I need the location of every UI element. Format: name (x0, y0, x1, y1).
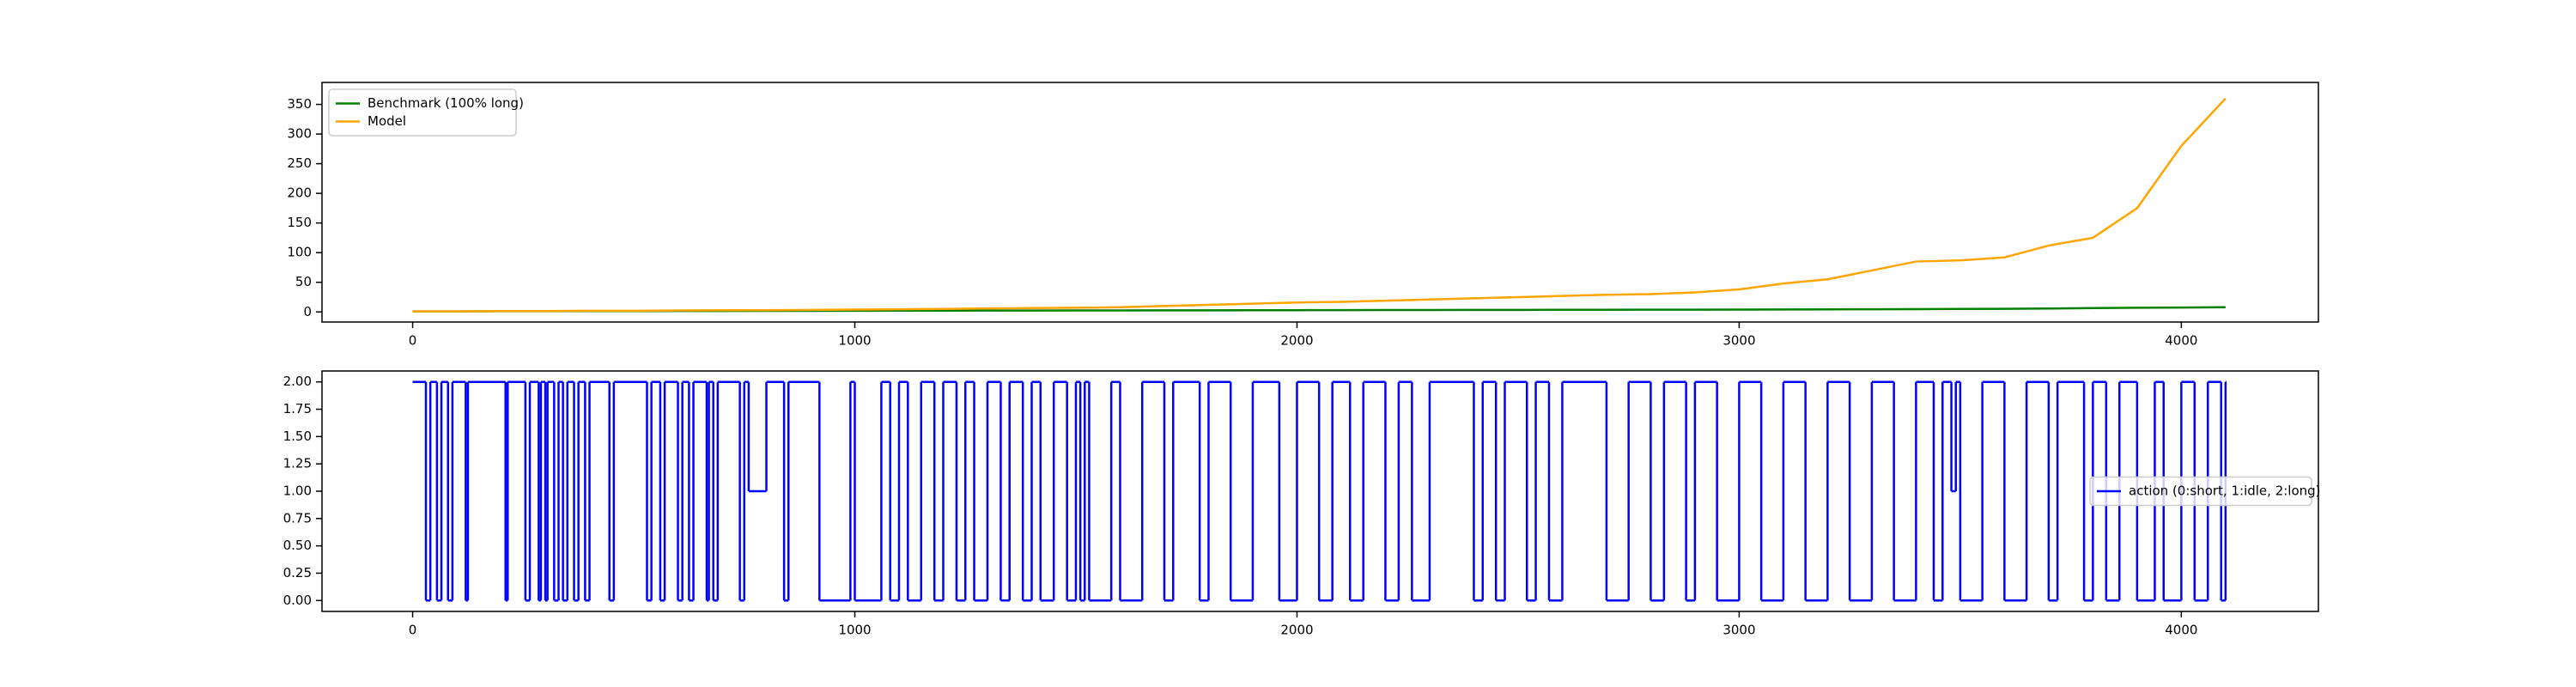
legend-label: Model (368, 113, 406, 129)
x-tick-label: 3000 (1722, 333, 1755, 349)
y-tick-label: 0.50 (283, 538, 312, 553)
y-tick-label: 0.75 (283, 510, 312, 526)
x-tick-label: 4000 (2165, 623, 2197, 638)
legend-label: Benchmark (100% long) (368, 95, 524, 111)
x-tick-label: 2000 (1280, 333, 1313, 349)
legend-box (2089, 476, 2312, 507)
line (412, 97, 2227, 313)
axes-frame (321, 370, 2319, 612)
x-tick-label: 2000 (1280, 623, 1313, 638)
y-tick-label: 350 (287, 96, 312, 112)
y-tick-label: 250 (287, 155, 312, 171)
legend-box (328, 88, 517, 137)
x-tick-label: 4000 (2165, 333, 2197, 349)
y-tick-label: 2.00 (283, 374, 312, 389)
y-tick-label: 50 (295, 274, 312, 289)
y-tick-label: 200 (287, 185, 312, 201)
x-tick-label: 3000 (1722, 623, 1755, 638)
x-tick-label: 1000 (838, 623, 871, 638)
y-tick-label: 150 (287, 215, 312, 230)
y-tick-label: 1.50 (283, 429, 312, 444)
x-tick-label: 1000 (838, 333, 871, 349)
y-tick-label: 1.00 (283, 483, 312, 499)
y-tick-label: 100 (287, 245, 312, 260)
y-tick-label: 0.25 (283, 565, 312, 581)
axes-frame (321, 82, 2319, 323)
y-tick-label: 1.75 (283, 401, 312, 416)
y-tick-label: 1.25 (283, 456, 312, 471)
x-tick-label: 0 (409, 333, 417, 349)
legend-label: action (0:short, 1:idle, 2:long) (2129, 483, 2321, 499)
y-tick-label: 0.00 (283, 593, 312, 608)
y-tick-label: 300 (287, 126, 312, 142)
x-tick-label: 0 (409, 623, 417, 638)
y-tick-label: 0 (303, 304, 312, 319)
